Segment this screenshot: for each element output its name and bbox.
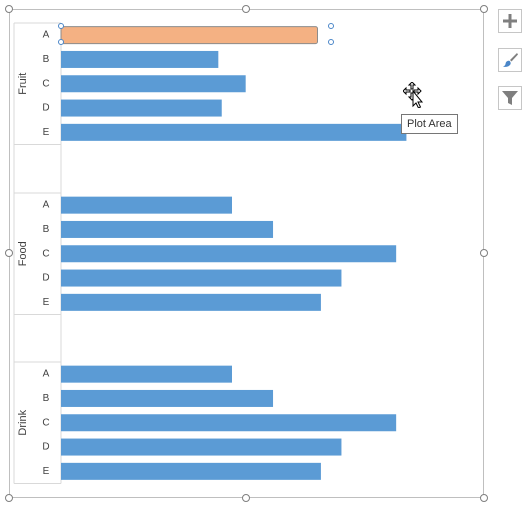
paintbrush-icon <box>503 53 518 67</box>
category-label: C <box>42 248 49 259</box>
category-label: A <box>43 30 50 41</box>
bar-fruit-e[interactable] <box>61 123 407 141</box>
category-label: C <box>42 78 49 89</box>
resize-handle-top-right[interactable] <box>480 5 488 13</box>
resize-handle-bottom-left[interactable] <box>5 494 13 502</box>
resize-handle-right[interactable] <box>480 249 488 257</box>
group-label-drink: Drink <box>17 409 29 435</box>
bar-drink-b[interactable] <box>61 389 274 407</box>
category-label: E <box>43 297 50 308</box>
move-cursor-icon <box>403 82 424 108</box>
group-label-food: Food <box>17 241 29 266</box>
category-label: B <box>43 54 50 65</box>
resize-handle-bottom-right[interactable] <box>480 494 488 502</box>
selected-bar-handle-bottom-left[interactable] <box>58 39 64 45</box>
bar-food-c[interactable] <box>61 245 397 263</box>
plot-area-tooltip: Plot Area <box>401 114 458 134</box>
bar-drink-c[interactable] <box>61 414 397 432</box>
category-label: B <box>43 224 50 235</box>
bar-fruit-b[interactable] <box>61 50 219 68</box>
funnel-icon <box>502 91 518 105</box>
category-label: E <box>43 127 50 138</box>
bar-food-e[interactable] <box>61 293 321 311</box>
resize-handle-bottom[interactable] <box>242 494 250 502</box>
bar-drink-a[interactable] <box>61 365 232 383</box>
bar-fruit-a[interactable] <box>60 26 318 45</box>
chart-styles-button[interactable] <box>498 48 522 72</box>
bar-food-a[interactable] <box>61 196 232 214</box>
bar-fruit-c[interactable] <box>61 75 246 93</box>
resize-handle-top-left[interactable] <box>5 5 13 13</box>
category-label: B <box>43 393 50 404</box>
category-label: A <box>43 369 50 380</box>
chart-elements-button[interactable] <box>498 9 522 33</box>
resize-handle-left[interactable] <box>5 249 13 257</box>
plus-icon <box>503 14 517 28</box>
category-label: D <box>42 442 49 453</box>
category-label: D <box>42 103 49 114</box>
selected-bar-handle-top-right[interactable] <box>328 23 334 29</box>
chart-filters-button[interactable] <box>498 86 522 110</box>
bar-food-d[interactable] <box>61 269 342 287</box>
selected-bar-handle-top-left[interactable] <box>58 23 64 29</box>
bar-fruit-d[interactable] <box>61 99 222 117</box>
bar-food-b[interactable] <box>61 220 274 238</box>
bar-drink-e[interactable] <box>61 462 321 480</box>
resize-handle-top[interactable] <box>242 5 250 13</box>
selected-bar-handle-bottom-right[interactable] <box>328 39 334 45</box>
group-label-fruit: Fruit <box>17 73 29 95</box>
category-label: A <box>43 200 50 211</box>
category-label: C <box>42 417 49 428</box>
category-label: E <box>43 466 50 477</box>
bar-drink-d[interactable] <box>61 438 342 456</box>
category-label: D <box>42 273 49 284</box>
